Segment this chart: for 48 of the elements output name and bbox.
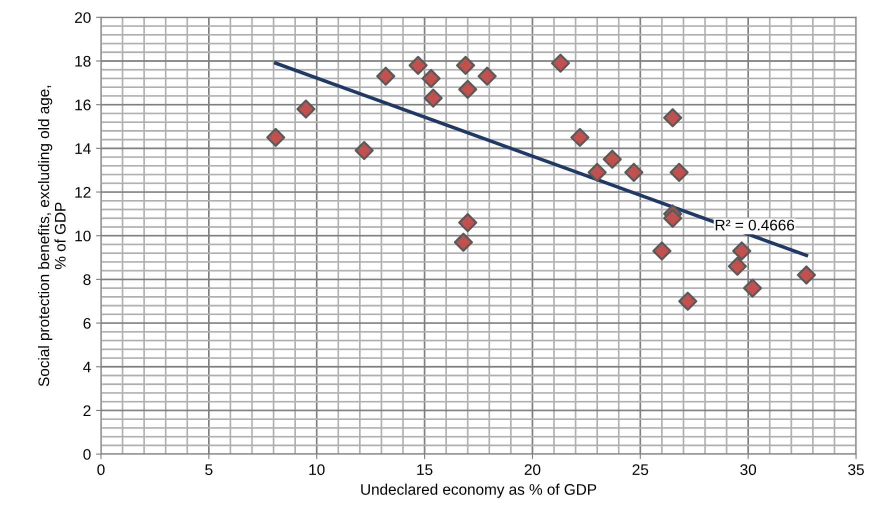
point (728, 256, 747, 276)
point (652, 241, 672, 261)
y-tick-label: 18 (75, 56, 91, 67)
point (296, 100, 316, 119)
point (624, 162, 644, 182)
x-tick-label: 35 (848, 464, 864, 476)
y-tick-label: 0 (83, 448, 91, 460)
y-tick-label: 12 (75, 186, 90, 198)
point (458, 80, 478, 99)
y-tick-label: 10 (75, 230, 91, 242)
y-axis-title: Social protection benefits, excluding old age, % of GDP (38, 86, 66, 386)
point (742, 278, 762, 298)
point (458, 213, 478, 232)
point (421, 68, 441, 88)
point (266, 128, 286, 147)
x-tick-label: 0 (97, 464, 105, 476)
y-tick-label: 14 (75, 143, 91, 154)
point (376, 66, 396, 86)
x-axis-title: Undeclared economy as % of GDP (361, 484, 596, 498)
point (354, 141, 374, 160)
point (478, 66, 497, 86)
point (796, 265, 816, 285)
y-tick-label: 20 (75, 12, 91, 24)
point (663, 108, 682, 128)
point (588, 162, 607, 182)
point (456, 56, 476, 75)
y-tick-label: 4 (83, 362, 91, 372)
x-tick-label: 30 (740, 464, 756, 476)
annotation: R² = 0.4666 (716, 220, 794, 231)
point (424, 88, 443, 108)
point (732, 241, 752, 261)
point (670, 162, 689, 182)
point (663, 208, 682, 228)
x-tick-label: 5 (205, 464, 212, 476)
y-tick-label: 6 (84, 318, 91, 329)
point (454, 232, 473, 252)
point (408, 56, 428, 75)
x-tick-label: 10 (309, 464, 325, 476)
x-tick-label: 25 (632, 464, 648, 476)
x-tick-label: 20 (524, 464, 540, 476)
point (602, 150, 622, 169)
point (570, 128, 590, 147)
point (678, 292, 698, 311)
point (550, 54, 570, 73)
x-tick-label: 15 (417, 464, 432, 476)
y-tick-label: 2 (84, 405, 90, 416)
y-tick-label: 16 (75, 100, 91, 110)
y-tick-label: 8 (83, 274, 91, 286)
